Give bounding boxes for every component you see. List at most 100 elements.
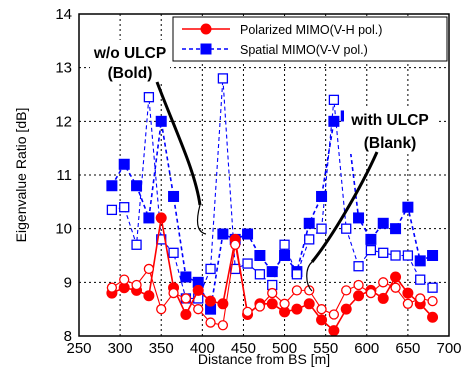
data-point: [267, 287, 278, 299]
y-tick-label: 8: [64, 328, 72, 345]
legend-label-polarized: Polarized MIMO(V-H pol.): [240, 23, 382, 37]
legend-box: [172, 16, 448, 62]
data-point: [217, 320, 229, 331]
data-point: [291, 303, 303, 315]
y-tick-label: 14: [55, 6, 72, 23]
data-point: [254, 269, 266, 280]
data-point: [390, 282, 401, 293]
data-point: [155, 115, 167, 127]
data-point: [427, 250, 439, 261]
data-point: [415, 274, 426, 285]
data-point: [168, 190, 180, 202]
data-point: [106, 282, 118, 293]
data-point: [328, 309, 340, 320]
data-point: [279, 239, 290, 250]
x-tick-label: 600: [354, 340, 379, 357]
data-point: [377, 217, 389, 229]
annotation-wo-ulcp-line2: (Bold): [108, 65, 153, 82]
data-point: [402, 250, 414, 261]
data-point: [180, 271, 192, 283]
data-point: [180, 309, 192, 321]
data-point: [402, 287, 414, 299]
data-point: [180, 293, 192, 304]
data-point: [217, 228, 229, 240]
data-point: [119, 202, 130, 213]
y-tick-label: 10: [55, 221, 72, 238]
annotation-wo-ulcp-pointer: [155, 81, 202, 206]
annotation-with-ulcp-hook: [306, 261, 313, 292]
x-tick-label: 400: [190, 340, 215, 357]
data-point: [266, 266, 278, 278]
data-point: [353, 212, 365, 224]
y-tick-label: 12: [55, 113, 72, 130]
data-point: [291, 269, 303, 280]
data-point: [365, 244, 377, 256]
data-point: [340, 303, 352, 315]
data-point: [242, 228, 254, 240]
legend-marker-polarized: [200, 23, 212, 35]
x-tick-label: 650: [395, 340, 420, 357]
data-point: [328, 325, 340, 337]
data-point: [168, 247, 179, 258]
data-point: [192, 284, 204, 296]
y-tick-label: 11: [56, 167, 72, 184]
data-point: [316, 314, 328, 326]
legend: Polarized MIMO(V-H pol.) Spatial MIMO(V-…: [172, 16, 448, 62]
data-point: [316, 190, 328, 202]
data-point: [341, 285, 352, 296]
data-point: [341, 223, 352, 234]
data-point: [427, 295, 438, 307]
data-point: [168, 287, 179, 299]
y-tick-label: 13: [55, 60, 72, 77]
annotation-with-ulcp-line2: (Blank): [364, 135, 417, 152]
data-point: [230, 239, 241, 250]
data-point: [353, 261, 364, 272]
data-point: [316, 304, 327, 315]
data-point: [155, 212, 167, 224]
data-point: [205, 263, 216, 275]
data-point: [414, 255, 426, 267]
x-tick-label: 550: [313, 340, 338, 357]
data-point: [378, 277, 389, 288]
annotation-wo-ulcp-line1: w/o ULCP: [93, 45, 166, 62]
annotation-with-ulcp-line1: with ULCP: [350, 112, 429, 129]
data-point: [131, 239, 142, 250]
tick-labels: 250 300 350 400 450 500 550 600 650 700 8 9 10 11 12 13…: [55, 6, 461, 357]
data-point: [353, 279, 364, 291]
x-tick-label: 700: [436, 340, 461, 357]
data-point: [242, 306, 253, 318]
data-point: [254, 301, 266, 312]
data-point: [390, 223, 402, 235]
data-point: [427, 311, 439, 323]
data-point: [143, 290, 155, 302]
annotation-with-ulcp-bg: [344, 106, 436, 154]
y-tick-label: 9: [64, 274, 72, 291]
data-point: [402, 298, 414, 309]
data-point: [390, 250, 401, 261]
legend-marker-spatial: [200, 43, 212, 55]
annotation-with-ulcp-pointer: [310, 151, 379, 263]
x-tick-label: 300: [108, 340, 133, 357]
annotation-wo-ulcp-hook: [196, 204, 207, 235]
data-point: [143, 212, 155, 224]
data-point: [291, 285, 303, 296]
data-point: [427, 282, 438, 293]
x-tick-label: 450: [231, 340, 256, 357]
data-point: [390, 271, 402, 283]
data-point: [242, 258, 253, 269]
data-point: [131, 279, 142, 291]
data-point: [106, 180, 118, 192]
data-point: [328, 94, 340, 106]
data-point: [205, 317, 216, 328]
data-point: [304, 285, 315, 296]
data-point: [365, 287, 377, 299]
x-axis-title: Distance from BS [m]: [198, 351, 330, 367]
data-point: [143, 92, 155, 103]
data-point: [316, 223, 327, 234]
x-tick-label: 250: [66, 340, 91, 357]
data-point: [304, 234, 315, 245]
data-point: [303, 298, 315, 310]
data-point: [106, 204, 118, 216]
x-tick-label: 500: [272, 340, 297, 357]
data-point: [378, 247, 389, 258]
